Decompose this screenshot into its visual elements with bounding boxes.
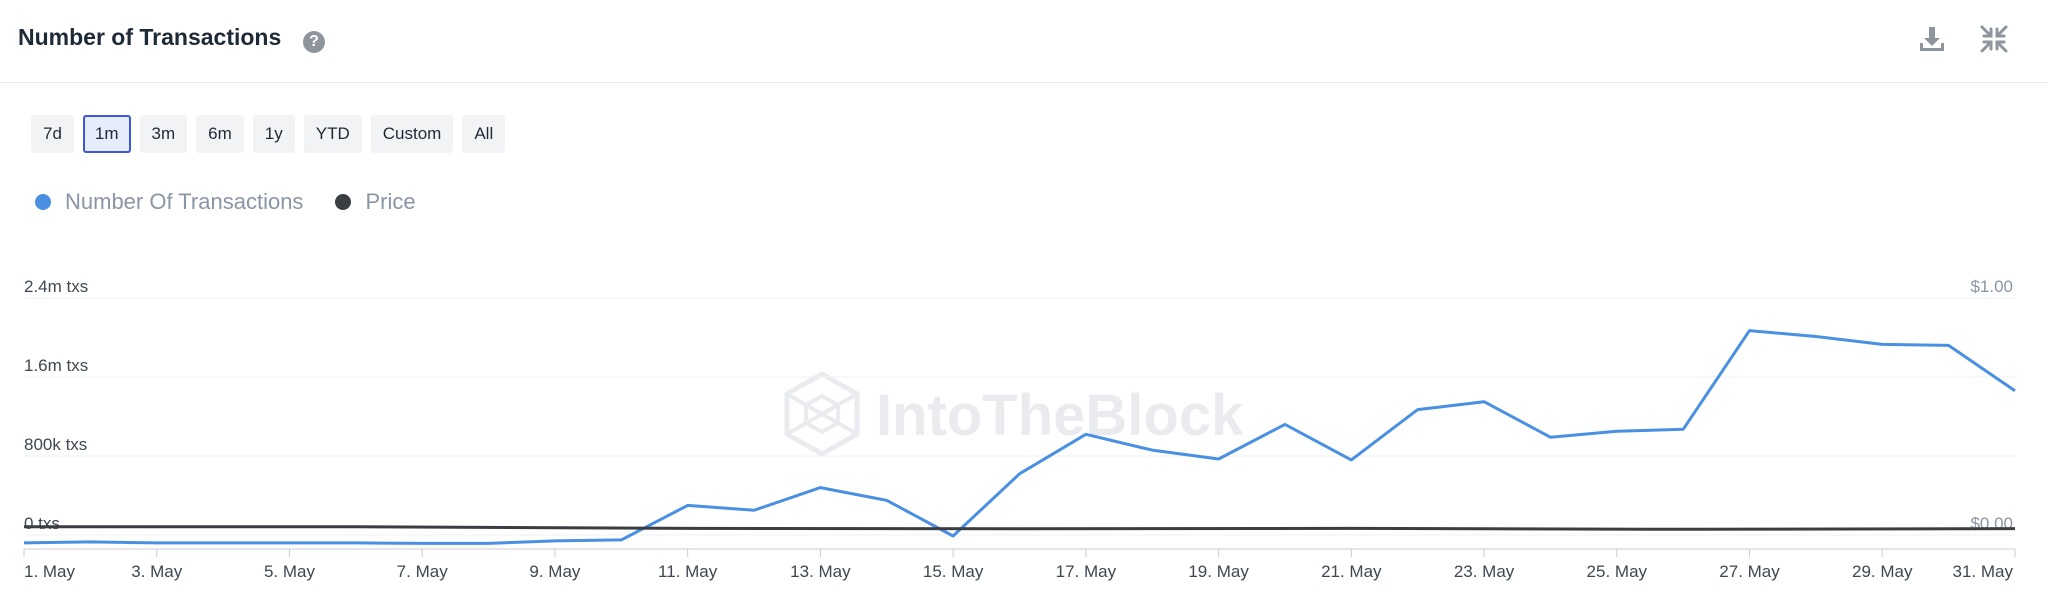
legend-dot-transactions: [35, 194, 51, 210]
legend-label-transactions: Number Of Transactions: [65, 189, 304, 214]
legend-item-transactions[interactable]: Number Of Transactions: [35, 189, 303, 215]
x-tick-label: 25. May: [1587, 562, 1648, 581]
y-right-tick-label: $1.00: [1970, 277, 2013, 296]
y-left-tick-label: 1.6m txs: [24, 356, 88, 375]
x-tick-label: 7. May: [397, 562, 449, 581]
question-circle-icon[interactable]: ?: [303, 31, 325, 53]
x-tick-label: 29. May: [1852, 562, 1913, 581]
legend: Number Of Transactions Price: [35, 189, 448, 215]
watermark-logo-icon: [784, 371, 860, 457]
x-tick-label: 27. May: [1719, 562, 1780, 581]
range-1y-button[interactable]: 1y: [252, 115, 295, 153]
x-tick-label: 21. May: [1321, 562, 1382, 581]
range-6m-button[interactable]: 6m: [196, 115, 244, 153]
range-custom-button[interactable]: Custom: [370, 115, 454, 153]
watermark-text: IntoTheBlock: [876, 383, 1244, 448]
x-tick-label: 9. May: [529, 562, 581, 581]
range-3m-button[interactable]: 3m: [139, 115, 188, 153]
chart-header: Number of Transactions ?: [0, 0, 2048, 83]
x-tick-label: 1. May: [24, 562, 76, 581]
legend-item-price[interactable]: Price: [335, 189, 416, 215]
range-ytd-button[interactable]: YTD: [303, 115, 362, 153]
x-tick-label: 11. May: [658, 562, 718, 581]
x-tick-label: 17. May: [1056, 562, 1117, 581]
legend-dot-price: [335, 194, 352, 210]
x-tick-label: 5. May: [264, 562, 316, 581]
x-tick-label: 13. May: [790, 562, 851, 581]
download-button[interactable]: [1915, 22, 1949, 56]
x-tick-label: 3. May: [131, 562, 183, 581]
range-all-button[interactable]: All: [462, 115, 506, 153]
y-left-tick-label: 0 txs: [24, 514, 60, 533]
y-left-tick-label: 2.4m txs: [24, 277, 88, 296]
x-tick-label: 31. May: [1953, 562, 2014, 581]
range-1m-button[interactable]: 1m: [82, 115, 131, 153]
legend-label-price: Price: [365, 189, 416, 214]
range-7d-button[interactable]: 7d: [31, 115, 74, 153]
range-selector: 7d 1m 3m 6m 1y YTD Custom All: [31, 115, 506, 153]
x-tick-label: 15. May: [923, 562, 984, 581]
watermark: IntoTheBlock: [784, 371, 1244, 457]
collapse-button[interactable]: [1977, 22, 2011, 56]
download-icon: [1920, 27, 1944, 51]
x-tick-label: 19. May: [1188, 562, 1249, 581]
collapse-icon: [1980, 25, 2008, 53]
series-line-price: [24, 525, 2016, 531]
series-line-transactions: [23, 329, 2016, 545]
y-left-tick-label: 800k txs: [24, 435, 87, 454]
chart-title: Number of Transactions: [18, 24, 282, 50]
x-tick-label: 23. May: [1454, 562, 1515, 581]
